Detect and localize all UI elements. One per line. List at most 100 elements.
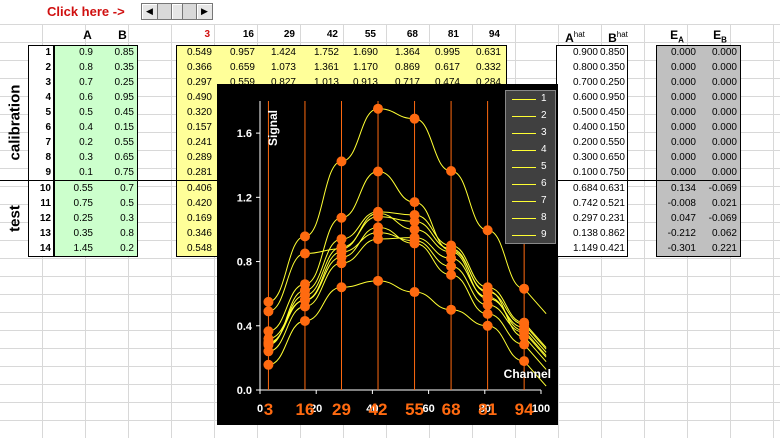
cell-a-hat[interactable]: 0.500	[572, 107, 598, 118]
cell-b-hat[interactable]: 0.750	[599, 167, 625, 178]
cell-a[interactable]: 0.7	[79, 77, 93, 88]
cell-signal[interactable]: 0.281	[186, 167, 212, 178]
cell-signal[interactable]: 0.474	[434, 77, 460, 88]
cell-a[interactable]: 0.6	[79, 92, 93, 103]
cell-b-hat[interactable]: 0.350	[599, 62, 625, 73]
cell-e-b[interactable]: -0.069	[708, 183, 737, 194]
spinner-track[interactable]	[158, 3, 196, 20]
cell-b-hat[interactable]: 0.950	[599, 92, 625, 103]
cell-a-hat[interactable]: 0.400	[572, 122, 598, 133]
cell-b[interactable]: 0.2	[120, 243, 134, 254]
cell-a[interactable]: 0.8	[79, 62, 93, 73]
cell-signal[interactable]: 0.366	[186, 62, 212, 73]
cell-b-hat[interactable]: 0.231	[599, 213, 625, 224]
cell-signal[interactable]: 0.631	[475, 47, 501, 58]
cell-e-b[interactable]: 0.000	[711, 122, 737, 133]
cell-b-hat[interactable]: 0.550	[599, 137, 625, 148]
cell-a-hat[interactable]: 0.684	[572, 183, 598, 194]
cell-signal[interactable]: 0.157	[186, 122, 212, 133]
cell-e-a[interactable]: 0.000	[670, 122, 696, 133]
cell-e-a[interactable]: 0.000	[670, 107, 696, 118]
cell-signal[interactable]: 0.490	[186, 92, 212, 103]
cell-e-b[interactable]: 0.000	[711, 137, 737, 148]
cell-a[interactable]: 0.75	[73, 198, 93, 209]
cell-a-hat[interactable]: 0.742	[572, 198, 598, 209]
cell-e-b[interactable]: 0.000	[711, 152, 737, 163]
cell-signal[interactable]: 0.548	[186, 243, 212, 254]
cell-a-hat[interactable]: 0.800	[572, 62, 598, 73]
row-number[interactable]: 7	[45, 137, 51, 148]
cell-e-b[interactable]: 0.021	[711, 198, 737, 209]
cell-a[interactable]: 0.55	[73, 183, 93, 194]
cell-e-b[interactable]: 0.000	[711, 92, 737, 103]
cell-b-hat[interactable]: 0.650	[599, 152, 625, 163]
cell-signal[interactable]: 0.957	[229, 47, 255, 58]
cell-b[interactable]: 0.35	[114, 62, 134, 73]
cell-signal[interactable]: 0.913	[352, 77, 378, 88]
cell-a[interactable]: 0.5	[79, 107, 93, 118]
cell-b[interactable]: 0.15	[114, 122, 134, 133]
cell-b-hat[interactable]: 0.521	[599, 198, 625, 209]
cell-b-hat[interactable]: 0.631	[599, 183, 625, 194]
cell-a[interactable]: 0.25	[73, 213, 93, 224]
cell-e-a[interactable]: 0.000	[670, 47, 696, 58]
cell-a-hat[interactable]: 0.138	[572, 228, 598, 239]
cell-a-hat[interactable]: 0.900	[572, 47, 598, 58]
cell-a-hat[interactable]: 0.700	[572, 77, 598, 88]
row-number[interactable]: 2	[45, 62, 51, 73]
cell-e-b[interactable]: 0.000	[711, 47, 737, 58]
cell-signal[interactable]: 1.364	[394, 47, 420, 58]
cell-a[interactable]: 0.3	[79, 152, 93, 163]
cell-e-a[interactable]: 0.000	[670, 77, 696, 88]
row-number[interactable]: 11	[40, 198, 51, 209]
cell-b[interactable]: 0.3	[120, 213, 134, 224]
row-number[interactable]: 9	[45, 167, 51, 178]
cell-a-hat[interactable]: 0.100	[572, 167, 598, 178]
cell-signal[interactable]: 0.659	[229, 62, 255, 73]
cell-e-a[interactable]: 0.000	[670, 92, 696, 103]
cell-a[interactable]: 0.4	[79, 122, 93, 133]
cell-b-hat[interactable]: 0.250	[599, 77, 625, 88]
cell-b[interactable]: 0.95	[114, 92, 134, 103]
cell-signal[interactable]: 1.690	[352, 47, 378, 58]
cell-signal[interactable]: 1.424	[270, 47, 296, 58]
cell-signal[interactable]: 0.406	[186, 183, 212, 194]
cell-b-hat[interactable]: 0.850	[599, 47, 625, 58]
cell-signal[interactable]: 0.320	[186, 107, 212, 118]
cell-e-a[interactable]: 0.000	[670, 137, 696, 148]
cell-e-a[interactable]: -0.301	[667, 243, 696, 254]
row-number[interactable]: 12	[39, 213, 51, 224]
row-number[interactable]: 8	[45, 152, 51, 163]
cell-a-hat[interactable]: 0.600	[572, 92, 598, 103]
scroll-spinner[interactable]: ◀ ▶	[141, 3, 213, 20]
cell-e-b[interactable]: 0.000	[711, 107, 737, 118]
cell-signal[interactable]: 0.169	[186, 213, 212, 224]
cell-b[interactable]: 0.45	[114, 107, 134, 118]
cell-signal[interactable]: 0.827	[270, 77, 296, 88]
cell-e-b[interactable]: 0.000	[711, 62, 737, 73]
cell-a-hat[interactable]: 1.149	[572, 243, 598, 254]
cell-e-a[interactable]: -0.008	[667, 198, 696, 209]
cell-b-hat[interactable]: 0.150	[599, 122, 625, 133]
cell-a[interactable]: 0.9	[79, 47, 93, 58]
cell-b-hat[interactable]: 0.421	[599, 243, 625, 254]
cell-a[interactable]: 1.45	[73, 243, 93, 254]
cell-signal[interactable]: 1.361	[313, 62, 339, 73]
cell-signal[interactable]: 0.995	[434, 47, 460, 58]
arrow-left-icon[interactable]: ◀	[141, 3, 158, 20]
cell-e-b[interactable]: -0.069	[708, 213, 737, 224]
cell-signal[interactable]: 0.617	[434, 62, 460, 73]
cell-signal[interactable]: 1.013	[313, 77, 339, 88]
cell-e-a[interactable]: 0.047	[670, 213, 696, 224]
row-number[interactable]: 3	[45, 77, 51, 88]
cell-a[interactable]: 0.35	[73, 228, 93, 239]
row-number[interactable]: 13	[39, 228, 51, 239]
cell-signal[interactable]: 0.289	[186, 152, 212, 163]
cell-b-hat[interactable]: 0.862	[599, 228, 625, 239]
cell-b[interactable]: 0.65	[114, 152, 134, 163]
arrow-right-icon[interactable]: ▶	[196, 3, 213, 20]
cell-e-a[interactable]: 0.000	[670, 152, 696, 163]
cell-signal[interactable]: 0.420	[186, 198, 212, 209]
cell-signal[interactable]: 1.752	[313, 47, 339, 58]
cell-b[interactable]: 0.5	[120, 198, 134, 209]
